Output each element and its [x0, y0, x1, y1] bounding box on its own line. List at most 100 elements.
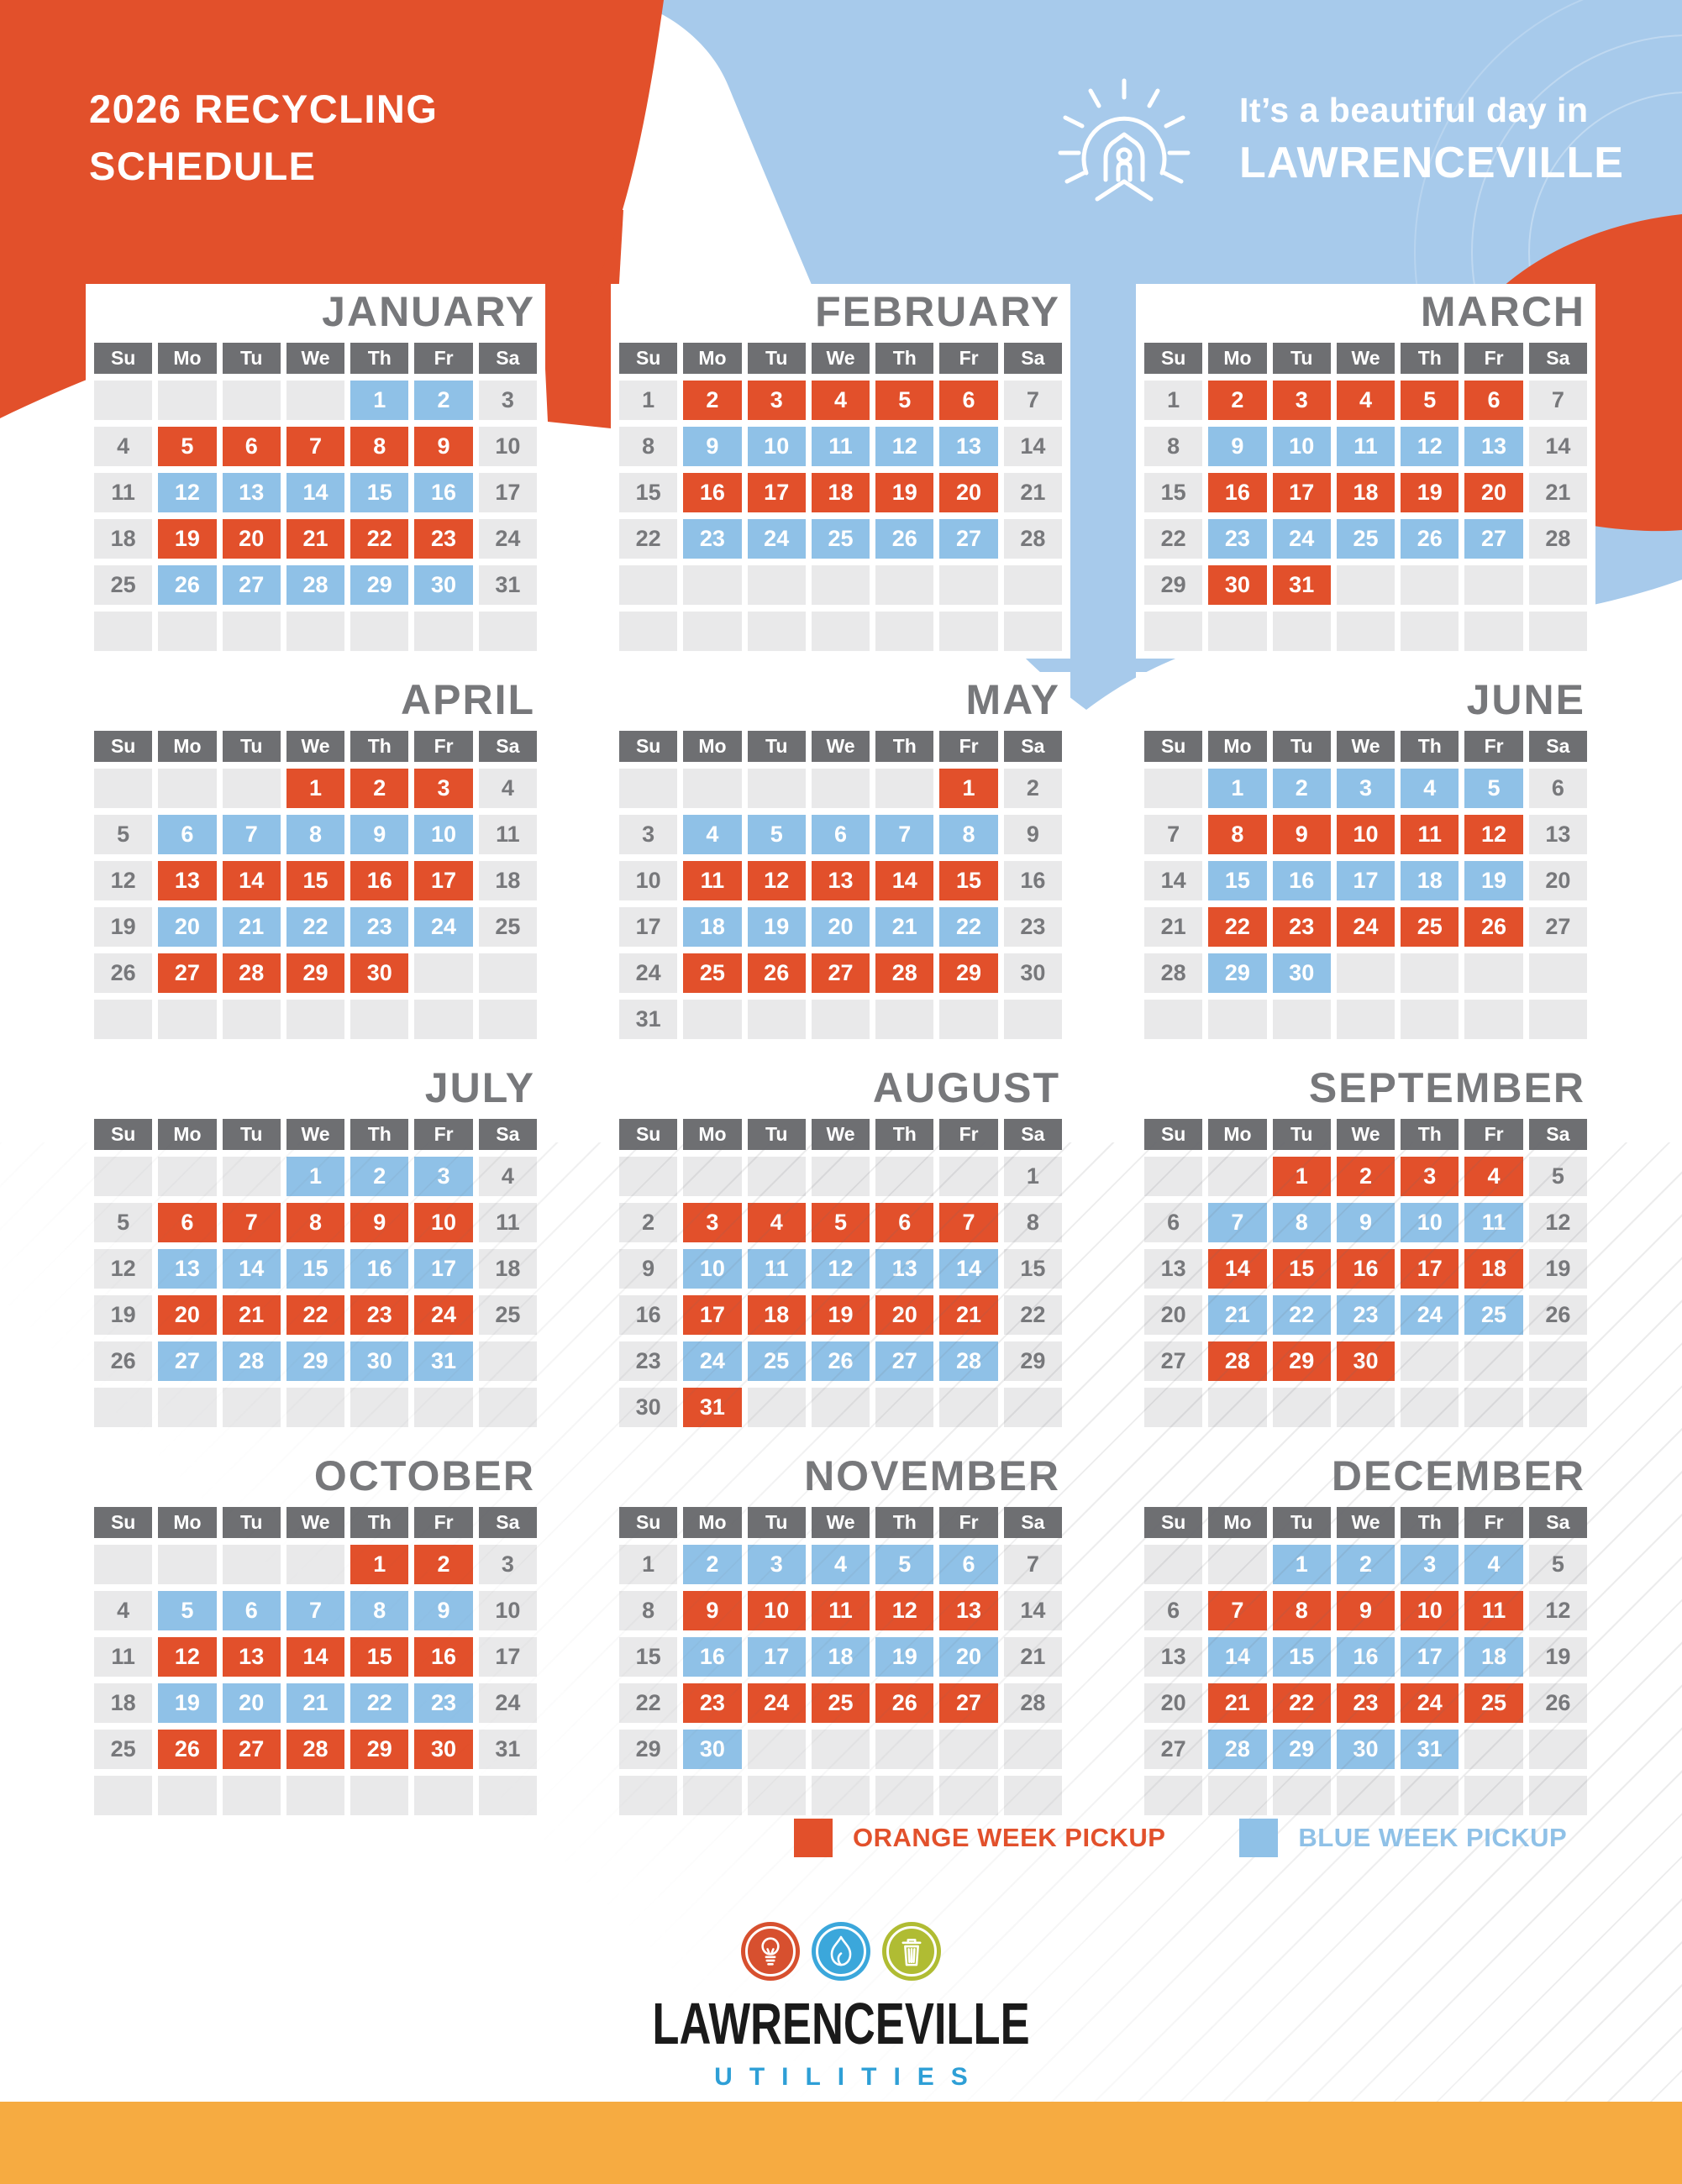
date-cell-blue-pickup: 16 [1272, 861, 1331, 900]
empty-cell [683, 1157, 742, 1196]
empty-cell [747, 612, 806, 651]
date-cell-orange-pickup: 19 [875, 473, 934, 512]
date-cell-weekend: 1 [1144, 381, 1203, 420]
date-cell-orange-pickup: 21 [939, 1295, 998, 1335]
date-cell-orange-pickup: 21 [286, 519, 345, 559]
date-cell-weekend: 4 [94, 1591, 153, 1630]
date-cell-blue-pickup: 13 [939, 427, 998, 466]
date-cell-orange-pickup: 5 [1401, 381, 1459, 420]
empty-cell [939, 1730, 998, 1769]
month-card-october: OCTOBER Su Mo Tu We Th Fr Sa 1 2 3 4 5 6 7 8 9 10 11 12 13 14… [86, 1448, 545, 1823]
empty-cell [1464, 612, 1523, 651]
legend-item-blue: BLUE WEEK PICKUP [1239, 1819, 1567, 1857]
date-cell-weekend: 21 [1528, 473, 1587, 512]
date-cell-weekend: 30 [1003, 953, 1062, 993]
empty-cell [1528, 953, 1587, 993]
date-cell-blue-pickup: 20 [939, 1637, 998, 1677]
day-header: Su [619, 343, 678, 374]
date-cell-blue-pickup: 2 [1272, 769, 1331, 808]
date-cell-orange-pickup: 20 [158, 1295, 217, 1335]
date-cell-blue-pickup: 9 [1336, 1203, 1396, 1242]
date-cell-weekend: 25 [94, 1730, 153, 1769]
month-grid: Su Mo Tu We Th Fr Sa 1 2 3 4 5 6 7 8 9 10 11 12 13 14 15 16 17 1… [619, 731, 1062, 1039]
empty-cell [875, 612, 934, 651]
empty-cell [94, 1545, 153, 1584]
date-cell-weekend: 15 [1144, 473, 1203, 512]
date-cell-orange-pickup: 14 [1208, 1249, 1267, 1289]
date-cell-weekend: 5 [1528, 1545, 1587, 1584]
date-cell-blue-pickup: 21 [875, 907, 934, 947]
date-cell-blue-pickup: 23 [414, 1683, 473, 1723]
date-cell-blue-pickup: 20 [811, 907, 870, 947]
day-header: Sa [1003, 731, 1062, 762]
date-cell-orange-pickup: 17 [747, 473, 806, 512]
date-cell-weekend: 28 [1003, 1683, 1062, 1723]
month-title: DECEMBER [1331, 1452, 1585, 1499]
empty-cell [158, 1000, 217, 1039]
date-cell-weekend: 16 [619, 1295, 678, 1335]
month-card-march: MARCH Su Mo Tu We Th Fr Sa 1 2 3 4 5 6 7 8 9 10 11 12 13 14 15… [1136, 284, 1595, 659]
date-cell-orange-pickup: 18 [1336, 473, 1396, 512]
date-cell-orange-pickup: 23 [683, 1683, 742, 1723]
date-cell-weekend: 25 [478, 1295, 537, 1335]
empty-cell [286, 612, 345, 651]
day-header: Tu [747, 731, 806, 762]
date-cell-orange-pickup: 23 [1336, 1683, 1396, 1723]
date-cell-weekend: 28 [1144, 953, 1203, 993]
date-cell-weekend: 15 [1003, 1249, 1062, 1289]
date-cell-weekend: 18 [478, 861, 537, 900]
date-cell-orange-pickup: 19 [1401, 473, 1459, 512]
date-cell-orange-pickup: 14 [286, 1637, 345, 1677]
empty-cell [619, 769, 678, 808]
day-header: Mo [1208, 731, 1267, 762]
day-header: Tu [747, 1507, 806, 1538]
month-title: MAY [965, 676, 1060, 723]
date-cell-orange-pickup: 22 [350, 519, 409, 559]
date-cell-blue-pickup: 7 [286, 1591, 345, 1630]
date-cell-orange-pickup: 4 [1336, 381, 1396, 420]
empty-cell [1401, 565, 1459, 605]
date-cell-blue-pickup: 14 [939, 1249, 998, 1289]
decorative-circle [1528, 92, 1682, 412]
date-cell-blue-pickup: 24 [1272, 519, 1331, 559]
month-title: NOVEMBER [804, 1452, 1060, 1499]
date-cell-orange-pickup: 25 [683, 953, 742, 993]
day-header: Mo [683, 1119, 742, 1150]
date-cell-weekend: 6 [1144, 1591, 1203, 1630]
date-cell-blue-pickup: 9 [1208, 427, 1267, 466]
empty-cell [1464, 1388, 1523, 1427]
date-cell-orange-pickup: 28 [222, 953, 281, 993]
day-header: Su [619, 1507, 678, 1538]
date-cell-orange-pickup: 3 [1401, 1157, 1459, 1196]
date-cell-orange-pickup: 8 [286, 1203, 345, 1242]
month-card-january: JANUARY Su Mo Tu We Th Fr Sa 1 2 3 4 5 6 7 8 9 10 11 12 13 14… [86, 284, 545, 659]
date-cell-orange-pickup: 29 [1272, 1341, 1331, 1381]
empty-cell [939, 565, 998, 605]
date-cell-orange-pickup: 5 [875, 381, 934, 420]
date-cell-orange-pickup: 26 [1464, 907, 1523, 947]
day-header: We [811, 343, 870, 374]
empty-cell [1336, 1000, 1396, 1039]
date-cell-orange-pickup: 16 [350, 861, 409, 900]
date-cell-blue-pickup: 10 [683, 1249, 742, 1289]
date-cell-weekend: 19 [1528, 1637, 1587, 1677]
day-header: Th [875, 343, 934, 374]
empty-cell [1464, 953, 1523, 993]
trash-icon [882, 1922, 941, 1981]
empty-cell [1144, 769, 1203, 808]
empty-cell [1144, 1545, 1203, 1584]
month-card-april: APRIL Su Mo Tu We Th Fr Sa 1 2 3 4 5 6 7 8 9 10 11 12 13 14 15… [86, 672, 545, 1047]
empty-cell [1208, 1157, 1267, 1196]
month-title: JULY [424, 1064, 535, 1111]
empty-cell [478, 1388, 537, 1427]
empty-cell [811, 769, 870, 808]
empty-cell [683, 769, 742, 808]
date-cell-weekend: 30 [619, 1388, 678, 1427]
date-cell-orange-pickup: 26 [875, 1683, 934, 1723]
date-cell-orange-pickup: 9 [1336, 1591, 1396, 1630]
date-cell-weekend: 19 [1528, 1249, 1587, 1289]
empty-cell [1528, 1388, 1587, 1427]
date-cell-weekend: 22 [1003, 1295, 1062, 1335]
month-card-june: JUNE Su Mo Tu We Th Fr Sa 1 2 3 4 5 6 7 8 9 10 11 12 13 14 15 1… [1136, 672, 1595, 1047]
date-cell-blue-pickup: 23 [350, 907, 409, 947]
